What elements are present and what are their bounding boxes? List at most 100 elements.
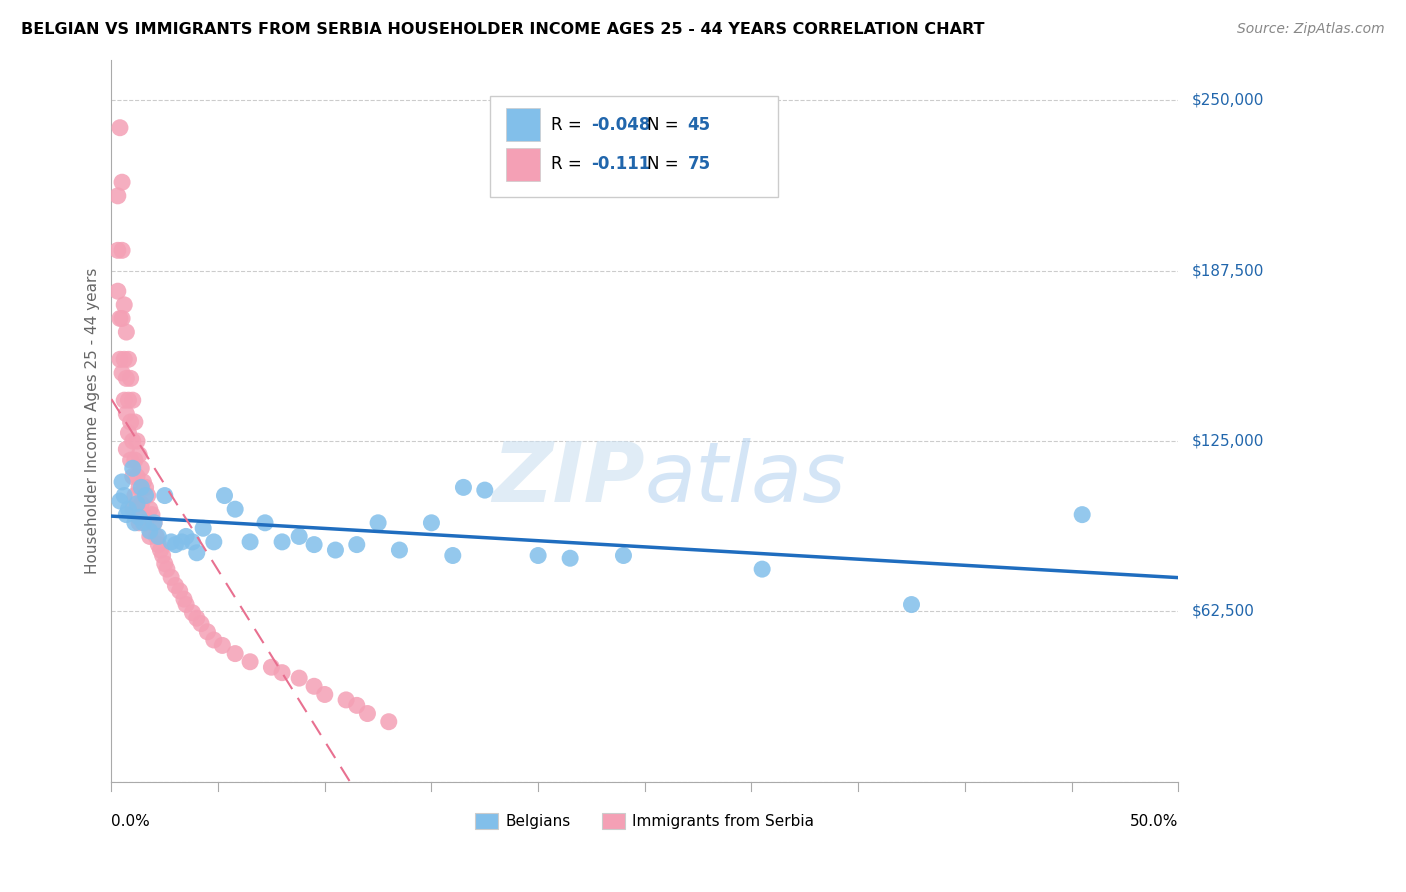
Point <box>751 562 773 576</box>
Point <box>214 489 236 503</box>
Point <box>527 549 550 563</box>
Point <box>107 284 129 298</box>
Point <box>124 453 146 467</box>
Text: 45: 45 <box>688 116 710 134</box>
Point <box>253 516 276 530</box>
Text: atlas: atlas <box>645 438 846 519</box>
Point <box>125 469 148 483</box>
Point <box>111 475 134 489</box>
Point <box>441 549 464 563</box>
Point <box>302 679 325 693</box>
Point <box>174 529 197 543</box>
Text: 50.0%: 50.0% <box>1130 814 1178 830</box>
Point <box>128 510 150 524</box>
Point <box>120 371 142 385</box>
Point <box>121 434 143 448</box>
Point <box>139 502 162 516</box>
Point <box>314 688 336 702</box>
Point <box>121 393 143 408</box>
Point <box>174 598 197 612</box>
Text: -0.111: -0.111 <box>592 155 651 173</box>
Point <box>271 665 294 680</box>
Point <box>107 244 129 258</box>
Point <box>197 624 219 639</box>
Point <box>128 516 150 530</box>
Point <box>129 497 152 511</box>
Point <box>124 415 146 429</box>
Point <box>148 529 170 543</box>
Text: 75: 75 <box>688 155 710 173</box>
Point <box>132 508 155 522</box>
Point <box>124 516 146 530</box>
Point <box>112 393 135 408</box>
Point <box>224 502 246 516</box>
Point <box>191 521 214 535</box>
Point <box>173 592 195 607</box>
Text: N =: N = <box>647 116 683 134</box>
Text: 0.0%: 0.0% <box>111 814 150 830</box>
Text: $187,500: $187,500 <box>1192 263 1264 278</box>
Point <box>325 543 347 558</box>
Point <box>135 480 157 494</box>
Point <box>117 425 139 440</box>
Text: $250,000: $250,000 <box>1192 93 1264 108</box>
Point <box>115 508 138 522</box>
Point <box>112 489 135 503</box>
Point <box>115 371 138 385</box>
Point <box>149 543 172 558</box>
Text: Source: ZipAtlas.com: Source: ZipAtlas.com <box>1237 22 1385 37</box>
Point <box>121 469 143 483</box>
Point <box>239 534 262 549</box>
Point <box>120 453 142 467</box>
Point <box>115 442 138 457</box>
FancyBboxPatch shape <box>506 108 540 141</box>
Point <box>186 546 208 560</box>
Point <box>367 516 389 530</box>
Point <box>139 524 162 538</box>
Point <box>388 543 411 558</box>
FancyBboxPatch shape <box>491 95 778 197</box>
Point <box>288 529 311 543</box>
Point <box>121 502 143 516</box>
Point <box>356 706 378 721</box>
Point <box>170 534 193 549</box>
Point <box>1071 508 1094 522</box>
Point <box>202 534 225 549</box>
Legend: Belgians, Immigrants from Serbia: Belgians, Immigrants from Serbia <box>470 807 820 836</box>
Text: $62,500: $62,500 <box>1192 604 1256 619</box>
Point <box>612 549 634 563</box>
Point <box>136 489 159 503</box>
Point <box>165 578 187 592</box>
Point <box>346 698 368 713</box>
Point <box>453 480 475 494</box>
Point <box>288 671 311 685</box>
Point <box>124 489 146 503</box>
Point <box>107 189 129 203</box>
Text: -0.048: -0.048 <box>592 116 651 134</box>
Text: R =: R = <box>551 155 592 173</box>
Point <box>121 461 143 475</box>
Point <box>117 352 139 367</box>
Point <box>112 352 135 367</box>
Point <box>211 639 233 653</box>
Point <box>474 483 496 497</box>
Point <box>165 538 187 552</box>
Point <box>145 529 167 543</box>
Text: BELGIAN VS IMMIGRANTS FROM SERBIA HOUSEHOLDER INCOME AGES 25 - 44 YEARS CORRELAT: BELGIAN VS IMMIGRANTS FROM SERBIA HOUSEH… <box>21 22 984 37</box>
FancyBboxPatch shape <box>506 148 540 180</box>
Point <box>153 557 176 571</box>
Point <box>125 497 148 511</box>
Point <box>115 407 138 421</box>
Point <box>120 415 142 429</box>
Point <box>271 534 294 549</box>
Point <box>202 632 225 647</box>
Point <box>900 598 922 612</box>
Point <box>117 502 139 516</box>
Point <box>143 516 166 530</box>
Point <box>558 551 581 566</box>
Point <box>128 480 150 494</box>
Point <box>135 489 157 503</box>
Point <box>132 475 155 489</box>
Point <box>141 508 163 522</box>
Point <box>108 120 131 135</box>
